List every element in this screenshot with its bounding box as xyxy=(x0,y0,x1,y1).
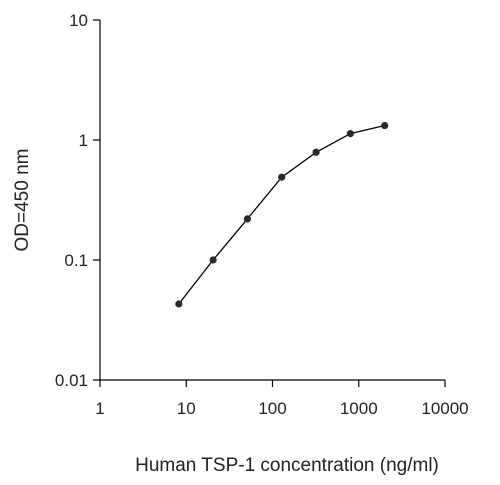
y-tick-label: 1 xyxy=(79,131,88,150)
x-tick-label: 100 xyxy=(258,399,286,418)
y-tick-label: 0.01 xyxy=(55,371,88,390)
x-tick-label: 1 xyxy=(95,399,104,418)
y-tick-label: 10 xyxy=(69,11,88,30)
data-point xyxy=(209,256,217,264)
data-point xyxy=(175,300,183,308)
data-point xyxy=(278,173,286,181)
plot-axes xyxy=(99,20,445,381)
x-axis-title: Human TSP-1 concentration (ng/ml) xyxy=(135,455,439,476)
data-point xyxy=(243,215,252,223)
x-tick-label: 1000 xyxy=(340,399,378,418)
data-point xyxy=(312,148,320,156)
x-tick-label: 10 xyxy=(177,399,196,418)
series-points xyxy=(175,121,389,308)
axis-ticks: 0.01 0.1 1 10 1 10 100 1000 10000 xyxy=(55,11,469,418)
series-line xyxy=(178,124,385,305)
data-point xyxy=(381,121,389,130)
y-tick-label: 0.1 xyxy=(64,251,88,270)
series-polyline xyxy=(178,124,385,305)
y-axis-title: OD=450 nm xyxy=(12,149,33,252)
data-point xyxy=(346,130,354,138)
x-tick-label: 10000 xyxy=(421,399,468,418)
